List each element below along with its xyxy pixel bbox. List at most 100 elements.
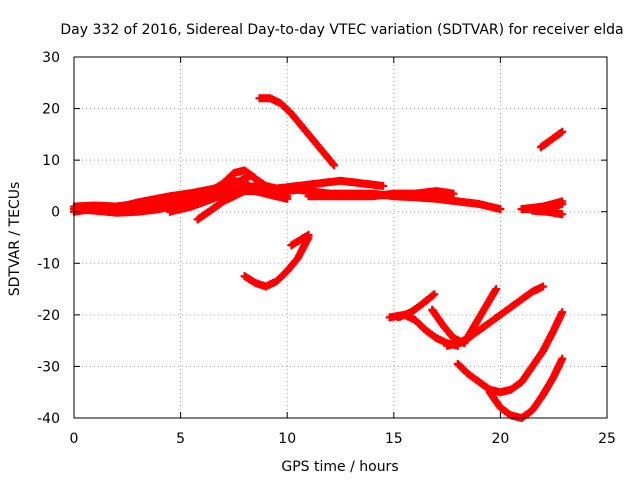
y-tick-labels: -40 -30 -20 -10 0 10 20 30: [37, 50, 60, 427]
data-point: [272, 184, 281, 193]
data-point: [155, 197, 164, 206]
data-point: [155, 205, 164, 214]
data-point: [240, 272, 249, 281]
data-point-sample: [328, 159, 337, 168]
data-point: [165, 207, 174, 216]
data-point: [432, 334, 441, 343]
data-point: [251, 278, 260, 287]
data-point: [336, 176, 345, 185]
data-point: [240, 166, 249, 175]
data-point: [543, 207, 552, 216]
data-point: [517, 205, 526, 214]
data-point: [406, 308, 415, 317]
data-point: [389, 189, 398, 198]
data-point: [528, 406, 537, 415]
data-point: [208, 205, 217, 214]
data-point: [240, 187, 249, 196]
data-point: [176, 194, 185, 203]
data-point: [470, 321, 479, 330]
data-point: [261, 189, 270, 198]
y-tick-label: 0: [51, 205, 60, 221]
data-point: [485, 388, 494, 397]
data-point: [421, 326, 430, 335]
data-point: [293, 254, 302, 263]
data-point: [558, 210, 567, 219]
axis-ticks: [73, 56, 608, 419]
data-point: [428, 305, 437, 314]
data-point: [547, 135, 556, 144]
data-point: [464, 370, 473, 379]
data-point: [283, 267, 292, 276]
data-point: [475, 326, 484, 335]
plot-frame: [73, 56, 608, 419]
data-point: [453, 339, 462, 348]
data-point: [219, 197, 228, 206]
data-point: [528, 287, 537, 296]
data-point: [283, 192, 292, 201]
x-tick-label: 5: [176, 431, 185, 447]
data-point: [453, 197, 462, 206]
data-point: [308, 135, 317, 144]
data-point: [453, 359, 462, 368]
data-point-sample: [428, 291, 437, 300]
data-point: [394, 313, 403, 322]
data-point: [430, 290, 439, 299]
data-point: [193, 215, 202, 224]
data-point: [549, 326, 558, 335]
data-point: [507, 385, 516, 394]
data-point: [133, 201, 142, 210]
data-point: [287, 109, 296, 118]
x-tick-label: 0: [70, 431, 79, 447]
data-point: [492, 285, 501, 294]
data-point: [558, 354, 567, 363]
x-tick-labels: 0 5 10 15 20 25: [70, 431, 616, 447]
data-point: [325, 192, 334, 201]
data-point: [112, 202, 121, 211]
y-tick-label: 10: [42, 153, 60, 169]
y-tick-label: -20: [37, 308, 60, 324]
x-tick-label: 10: [278, 431, 296, 447]
data-point: [517, 295, 526, 304]
data-point: [464, 334, 473, 343]
data-point: [276, 99, 285, 108]
data-point: [304, 230, 313, 239]
data-point: [496, 403, 505, 412]
data-point: [229, 169, 238, 178]
data-point: [539, 390, 548, 399]
data-point: [417, 300, 426, 309]
data-point: [379, 181, 388, 190]
data-point: [558, 308, 567, 317]
data-point: [251, 187, 260, 196]
data-point: [539, 346, 548, 355]
data-point: [475, 377, 484, 386]
data-point: [558, 127, 567, 136]
data-point: [449, 189, 458, 198]
y-tick-label: -40: [37, 411, 60, 427]
data-point: [272, 192, 281, 201]
y-tick-label: 20: [42, 102, 60, 118]
data-point: [539, 282, 548, 291]
x-axis-label: GPS time / hours: [281, 459, 398, 475]
data-point: [347, 192, 356, 201]
data-point: [411, 189, 420, 198]
data-point: [475, 199, 484, 208]
data-point: [368, 192, 377, 201]
data-point: [236, 176, 245, 185]
data-point: [357, 179, 366, 188]
data-point: [272, 277, 281, 286]
series-track-j: [530, 206, 565, 218]
data-point: [229, 192, 238, 201]
series-track-l: [242, 235, 312, 290]
data-point: [246, 171, 255, 180]
data-point: [315, 179, 324, 188]
data-point: [432, 194, 441, 203]
data-point: [330, 161, 339, 170]
data-point: [304, 192, 313, 201]
data-point: [255, 94, 264, 103]
data-point: [411, 316, 420, 325]
data-point: [481, 303, 490, 312]
data-point: [295, 236, 304, 245]
data-point: [496, 205, 505, 214]
